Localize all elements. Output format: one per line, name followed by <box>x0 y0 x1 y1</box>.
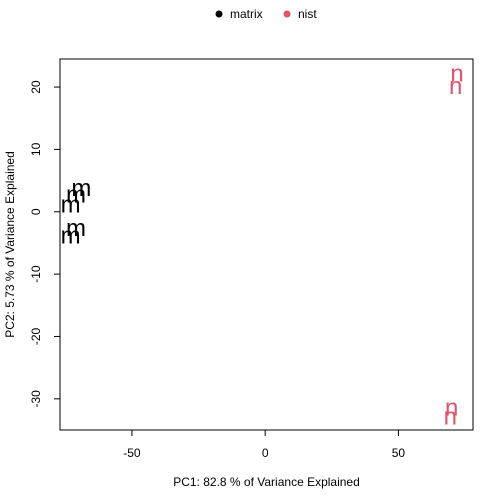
y-axis: -30 -20 -10 0 10 20 <box>29 80 60 407</box>
nist-point: n <box>450 60 463 87</box>
y-tick-label: -30 <box>29 390 43 408</box>
legend-label-matrix: matrix <box>230 7 263 21</box>
x-tick-label: 50 <box>392 446 406 460</box>
legend-marker-nist <box>283 10 291 18</box>
y-tick-label: 20 <box>29 80 43 94</box>
y-tick-label: -20 <box>29 327 43 345</box>
x-tick-label: -50 <box>123 446 141 460</box>
y-tick-label: -10 <box>29 265 43 283</box>
matrix-point: m <box>71 175 91 202</box>
plot-area-frame <box>59 58 474 431</box>
x-axis-title: PC1: 82.8 % of Variance Explained <box>173 475 360 489</box>
legend-label-nist: nist <box>298 7 317 21</box>
y-tick-label: 0 <box>29 208 43 215</box>
y-tick-label: 10 <box>29 142 43 156</box>
x-tick-label: 0 <box>262 446 269 460</box>
y-axis-title: PC2: 5.73 % of Variance Explained <box>3 151 17 338</box>
nist-point: n <box>449 73 462 100</box>
matrix-point: m <box>61 222 81 249</box>
nist-point: n <box>445 395 458 422</box>
matrix-point: m <box>61 191 81 218</box>
legend: matrix nist <box>215 7 317 21</box>
matrix-point: m <box>66 215 86 242</box>
nist-point: n <box>444 403 457 430</box>
matrix-point: m <box>66 181 86 208</box>
x-axis: -50 0 50 <box>123 430 405 460</box>
legend-marker-matrix <box>215 10 223 18</box>
